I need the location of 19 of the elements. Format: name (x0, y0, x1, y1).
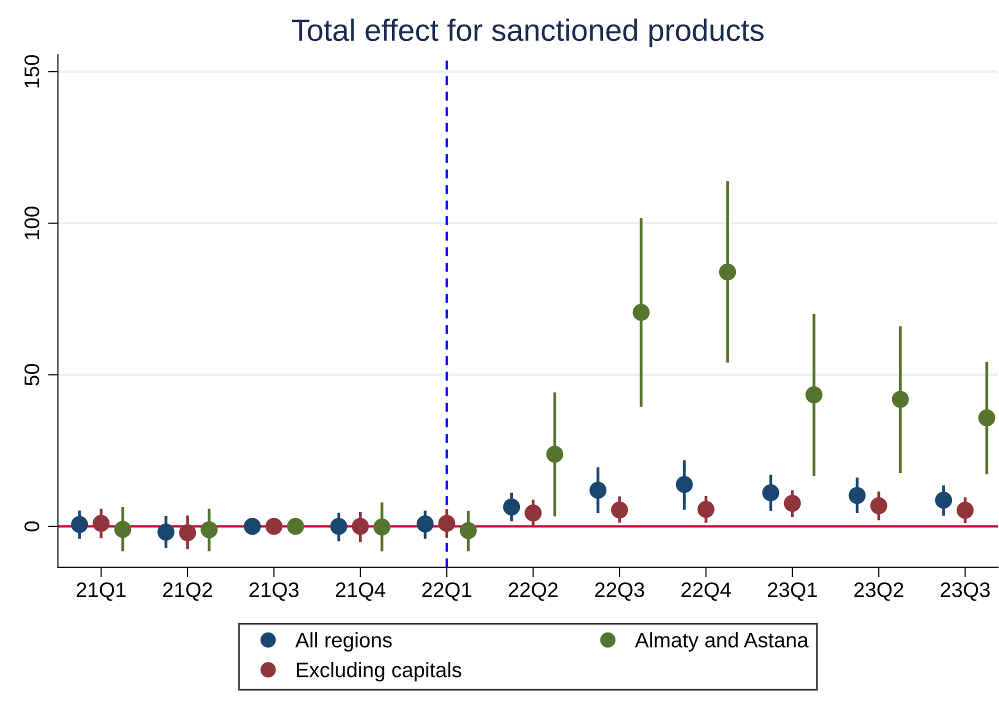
x-tick-label: 22Q3 (595, 582, 644, 601)
y-tick-label: 0 (24, 521, 40, 532)
legend-label: Almaty and Astana (634, 632, 809, 652)
legend-label: All regions (295, 632, 392, 652)
x-tick-label: 21Q1 (76, 582, 126, 601)
x-tick-label: 21Q2 (163, 582, 212, 601)
y-tick-label: 150 (24, 55, 40, 88)
x-tick-label: 22Q2 (508, 582, 558, 601)
legend-label: Excluding capitals (296, 662, 462, 682)
x-tick-label: 22Q1 (422, 582, 472, 601)
y-tick-label: 50 (24, 364, 40, 386)
x-tick-label: 22Q4 (682, 582, 731, 601)
x-tick-label: 23Q2 (854, 582, 904, 601)
x-tick-label: 21Q4 (336, 582, 386, 601)
x-tick-label: 23Q1 (768, 582, 817, 601)
x-tick-label: 23Q3 (940, 582, 990, 601)
x-tick-label: 21Q3 (250, 582, 299, 601)
chart-title: Total effect for sanctioned products (292, 18, 764, 48)
y-tick-label: 100 (24, 206, 40, 240)
